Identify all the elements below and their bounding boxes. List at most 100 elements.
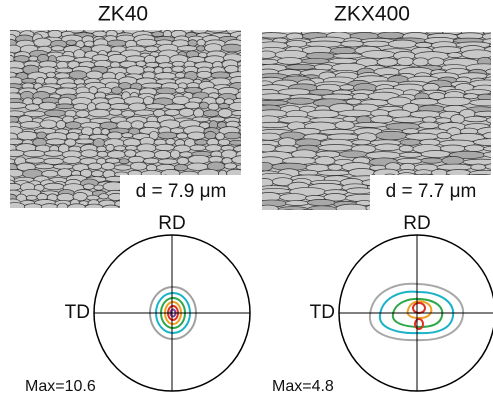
grain xyxy=(26,195,37,200)
grain xyxy=(41,204,58,210)
grain xyxy=(5,159,15,164)
grain xyxy=(190,145,206,151)
grain xyxy=(37,132,47,139)
grain xyxy=(5,203,25,212)
grain xyxy=(122,111,135,118)
grain xyxy=(316,210,346,218)
grain xyxy=(341,41,364,47)
max-label: Max=4.8 xyxy=(272,378,334,395)
grain xyxy=(437,97,471,105)
grain xyxy=(234,145,254,152)
grain xyxy=(109,109,122,115)
grain xyxy=(141,83,162,88)
grain xyxy=(236,165,248,170)
grain xyxy=(107,151,125,159)
grain xyxy=(299,209,317,218)
grain xyxy=(170,150,180,158)
grain xyxy=(317,170,350,175)
grain xyxy=(229,102,249,110)
grain xyxy=(278,210,300,218)
grain xyxy=(428,58,444,66)
grain xyxy=(371,116,394,123)
grain xyxy=(369,210,395,219)
grain xyxy=(192,212,210,218)
grain xyxy=(60,83,77,88)
grain xyxy=(124,211,143,218)
grain xyxy=(470,99,493,106)
grain xyxy=(437,133,451,139)
grain xyxy=(257,33,288,38)
grain xyxy=(232,156,254,164)
grain xyxy=(471,164,486,170)
rd-label: RD xyxy=(403,213,430,234)
grain xyxy=(119,159,129,164)
grain xyxy=(179,108,194,116)
grain xyxy=(172,66,185,72)
grain xyxy=(41,211,58,216)
grain xyxy=(363,41,390,47)
grain xyxy=(257,122,289,127)
grain xyxy=(487,209,493,218)
grain xyxy=(307,199,335,205)
grain xyxy=(392,117,424,123)
grain xyxy=(346,188,372,194)
grain xyxy=(461,50,493,59)
grain xyxy=(216,97,225,104)
grain xyxy=(35,164,54,169)
grain xyxy=(68,204,86,212)
grain xyxy=(205,145,221,152)
grain xyxy=(483,146,493,151)
grain xyxy=(232,111,247,116)
grain xyxy=(158,159,178,165)
grain xyxy=(208,103,219,110)
grain xyxy=(111,87,122,94)
grain xyxy=(361,51,395,59)
grain xyxy=(165,109,180,115)
grain xyxy=(114,165,131,170)
grain xyxy=(84,41,94,47)
grain xyxy=(114,146,126,151)
grain xyxy=(5,183,21,190)
grain xyxy=(413,58,429,66)
grain xyxy=(244,171,261,176)
grain xyxy=(378,32,404,39)
grain xyxy=(145,46,159,52)
td-label: TD xyxy=(310,302,335,323)
grain xyxy=(155,73,177,80)
pole-figure xyxy=(339,235,493,391)
grain xyxy=(71,211,86,218)
grain xyxy=(108,132,123,140)
grain xyxy=(136,39,157,46)
grain xyxy=(345,211,371,217)
grain xyxy=(328,164,342,170)
grain xyxy=(83,184,94,190)
grain xyxy=(257,144,276,152)
grain xyxy=(110,104,130,110)
grain xyxy=(106,144,114,151)
grain xyxy=(5,169,24,177)
grain xyxy=(340,85,354,90)
grain xyxy=(285,201,308,206)
grain xyxy=(176,88,186,93)
grain xyxy=(166,139,175,145)
grain xyxy=(57,210,71,218)
grain xyxy=(177,46,197,51)
grain xyxy=(96,103,111,110)
grain xyxy=(205,132,217,140)
grain xyxy=(241,204,255,212)
grain xyxy=(158,132,177,139)
grain xyxy=(286,40,307,47)
grain xyxy=(257,133,281,140)
grain xyxy=(285,64,315,69)
grain xyxy=(352,140,371,145)
grain xyxy=(333,53,362,58)
grain xyxy=(29,56,38,61)
grain-size: d = 7.9 μm xyxy=(136,181,227,202)
grain xyxy=(224,132,241,139)
grain xyxy=(5,139,23,145)
grain xyxy=(86,71,103,79)
grain xyxy=(93,31,107,37)
grain xyxy=(101,163,115,170)
grain xyxy=(415,42,432,47)
grain xyxy=(81,150,98,157)
